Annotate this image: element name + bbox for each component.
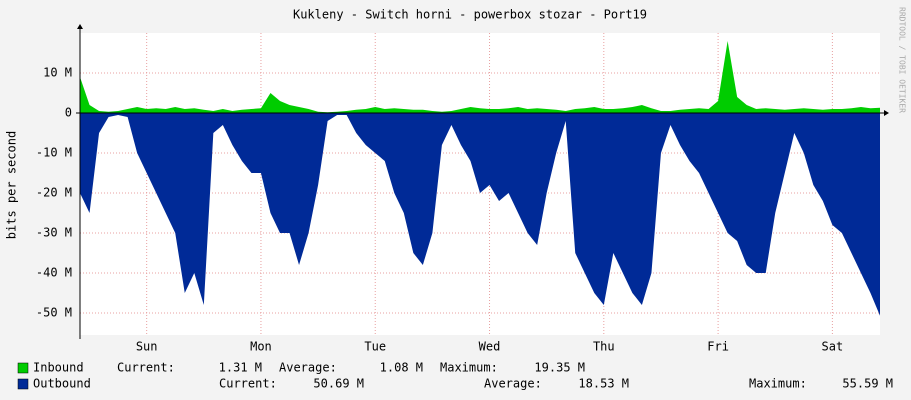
stat-value: 50.69 M <box>313 377 364 391</box>
x-tick-label: Mon <box>250 340 272 354</box>
x-tick-label: Thu <box>593 340 615 354</box>
chart-title: Kukleny - Switch horni - powerbox stozar… <box>293 8 647 22</box>
stat-value: 19.35 M <box>534 361 585 375</box>
y-tick-label: 10 M <box>43 66 72 80</box>
x-tick-label: Sat <box>822 340 844 354</box>
legend-label: Outbound <box>33 377 91 391</box>
y-tick-label: -50 M <box>36 306 72 320</box>
y-tick-label: -10 M <box>36 146 72 160</box>
stat-label: Current: <box>117 361 175 375</box>
x-tick-label: Tue <box>364 340 386 354</box>
stat-value: 55.59 M <box>842 377 893 391</box>
y-axis-arrow <box>77 24 83 29</box>
stat-label: Maximum: <box>749 377 807 391</box>
x-tick-label: Sun <box>136 340 158 354</box>
stat-label: Average: <box>279 361 337 375</box>
stat-label: Average: <box>484 377 542 391</box>
area <box>80 113 880 316</box>
stat-value: 18.53 M <box>578 377 629 391</box>
x-tick-label: Wed <box>479 340 501 354</box>
watermark: RRDTOOL / TOBI OETIKER <box>898 7 907 113</box>
stat-value: 1.08 M <box>380 361 423 375</box>
x-axis-arrow <box>884 110 889 116</box>
legend-label: Inbound <box>33 361 84 375</box>
stat-value: 1.31 M <box>219 361 262 375</box>
stat-label: Current: <box>219 377 277 391</box>
y-tick-label: -20 M <box>36 186 72 200</box>
stat-label: Maximum: <box>440 361 498 375</box>
y-axis-label: bits per second <box>5 131 19 239</box>
y-tick-label: 0 <box>65 106 72 120</box>
legend-swatch <box>17 362 29 374</box>
y-tick-label: -40 M <box>36 266 72 280</box>
x-tick-label: Fri <box>707 340 729 354</box>
legend-swatch <box>17 378 29 390</box>
y-tick-label: -30 M <box>36 226 72 240</box>
